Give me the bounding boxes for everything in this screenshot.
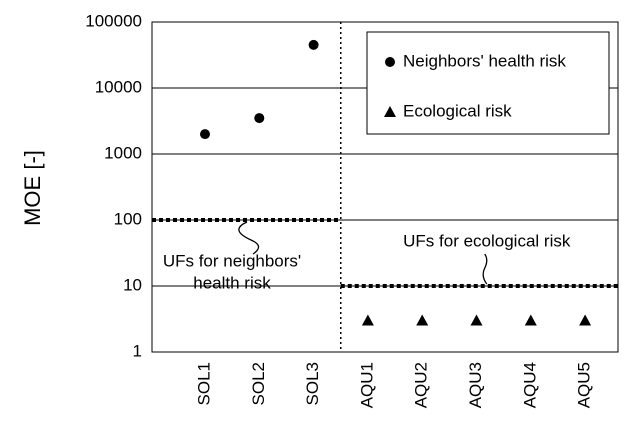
point bbox=[361, 314, 374, 326]
point bbox=[254, 113, 265, 124]
x-tick-label: AQU3 bbox=[466, 362, 485, 408]
point bbox=[416, 314, 429, 326]
x-tick-label: AQU2 bbox=[412, 362, 431, 408]
legend-label: Ecological risk bbox=[403, 101, 512, 120]
legend-box bbox=[366, 31, 610, 135]
x-tick-label: AQU1 bbox=[357, 362, 376, 408]
plot-frame bbox=[151, 21, 619, 353]
y-tick-label: 100 bbox=[114, 209, 142, 228]
y-axis-label: MOE [-] bbox=[20, 150, 45, 226]
point bbox=[470, 314, 483, 326]
leader bbox=[482, 253, 488, 285]
point bbox=[308, 39, 319, 50]
y-tick-label: 10 bbox=[123, 275, 142, 294]
y-tick-label: 1 bbox=[133, 341, 142, 360]
x-tick-label: SOL3 bbox=[303, 362, 322, 405]
leader bbox=[238, 221, 260, 255]
point bbox=[200, 129, 210, 140]
legend-label: Neighbors' health risk bbox=[403, 51, 566, 70]
point bbox=[524, 314, 537, 326]
x-tick-label: AQU5 bbox=[575, 362, 594, 408]
y-tick-label: 10000 bbox=[95, 77, 142, 96]
point bbox=[384, 106, 396, 117]
point bbox=[579, 314, 592, 326]
y-tick-label: 1000 bbox=[104, 143, 142, 162]
x-tick-label: SOL2 bbox=[249, 362, 268, 405]
x-tick-label: SOL1 bbox=[194, 362, 213, 405]
y-tick-label: 100000 bbox=[85, 11, 142, 30]
point bbox=[385, 57, 395, 67]
annotation: UFs for ecological risk bbox=[403, 231, 571, 250]
annotation: health risk bbox=[193, 273, 271, 292]
x-tick-label: AQU4 bbox=[520, 362, 539, 408]
annotation: UFs for neighbors' bbox=[163, 251, 301, 270]
